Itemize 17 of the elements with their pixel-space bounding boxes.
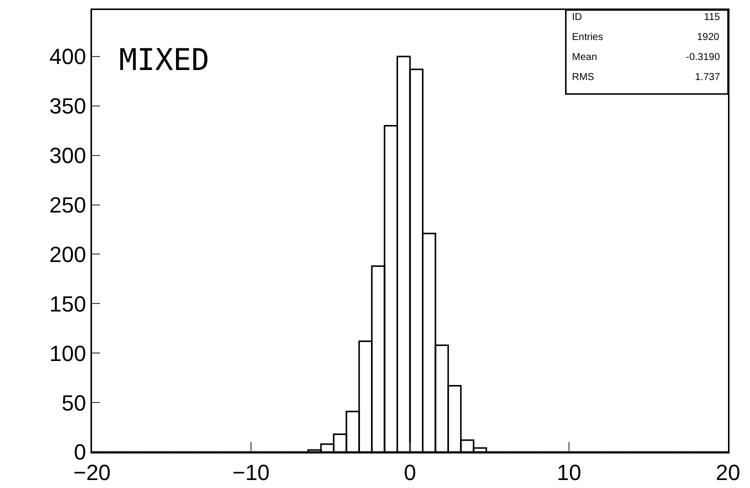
text: Mean -0.3190: [572, 52, 720, 63]
y-tick-label: 350: [49, 94, 86, 119]
x-tick-label: 20: [716, 460, 740, 485]
x-tick-label: 0: [404, 460, 416, 485]
text: Entries 1920: [572, 32, 720, 43]
y-tick-label: 300: [49, 143, 86, 168]
y-tick-label: 250: [49, 192, 86, 218]
x-tick-label: −10: [232, 460, 270, 485]
y-tick-label: 50: [62, 390, 86, 416]
text: MIXED: [119, 43, 210, 78]
text: ID 115: [572, 12, 720, 23]
y-tick-label: 150: [49, 291, 86, 316]
x-tick-label: 10: [556, 460, 582, 485]
y-tick-label: 400: [49, 44, 86, 70]
y-tick-label: 200: [49, 242, 86, 267]
text: RMS 1.737: [572, 72, 720, 83]
y-tick-label: 100: [49, 340, 86, 366]
